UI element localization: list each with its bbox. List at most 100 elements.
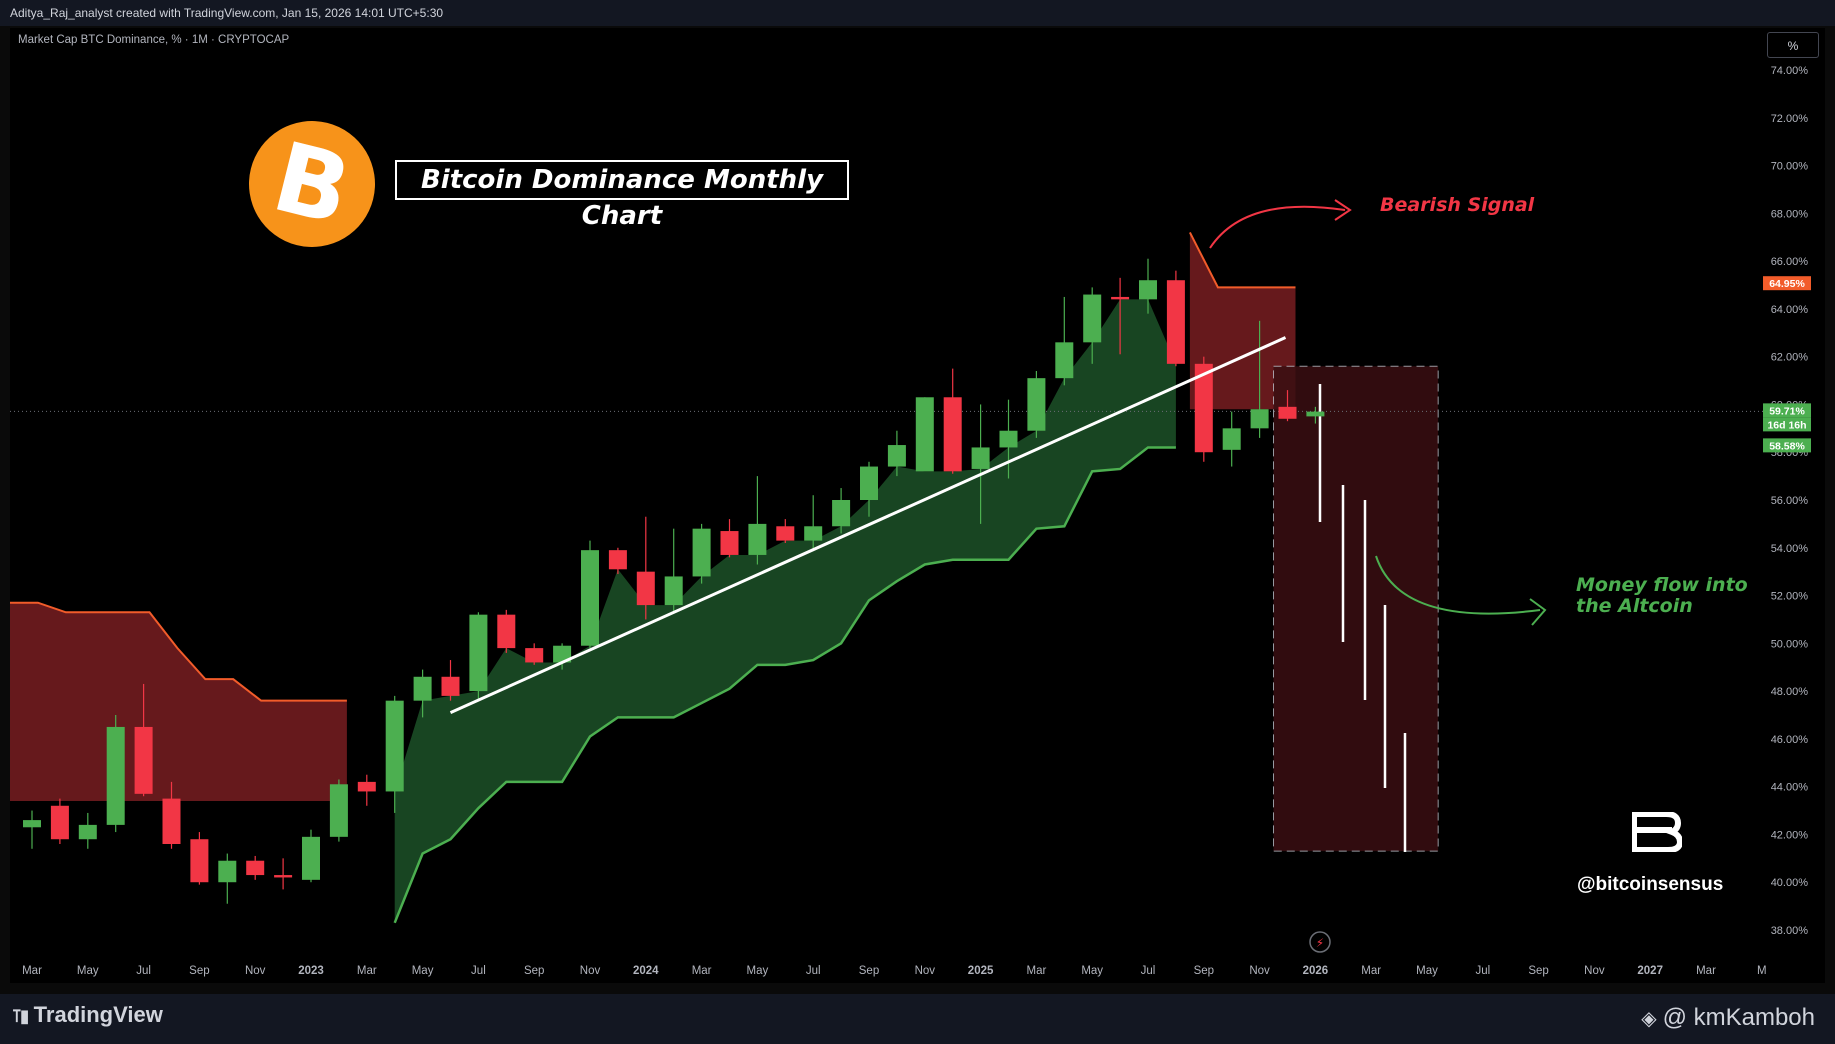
candle-body	[23, 820, 41, 828]
candle-body	[1278, 406, 1297, 419]
x-tick-label: May	[77, 965, 99, 977]
candle	[636, 516, 655, 620]
y-tick-label: 72.00%	[1771, 113, 1809, 125]
candle	[441, 660, 460, 701]
x-tick-label: 2025	[968, 965, 994, 977]
candle-body	[1222, 428, 1241, 450]
x-tick-label: Jul	[471, 965, 486, 977]
candle-body	[748, 523, 767, 555]
x-tick-label: May	[412, 965, 434, 977]
candle	[1055, 296, 1074, 386]
candle	[887, 430, 906, 477]
candle	[832, 488, 851, 534]
x-tick-label: Sep	[189, 965, 209, 977]
money-flow-line-1: Money flow into	[1576, 574, 1748, 596]
x-tick-label: Jul	[136, 965, 151, 977]
percent-scale-button[interactable]: %	[1767, 32, 1819, 58]
candle	[720, 519, 739, 558]
money-flow-line-2: the Altcoin	[1576, 595, 1693, 617]
candle	[860, 461, 878, 517]
candle-body	[915, 397, 934, 472]
low-price-tag: 58.58%	[1769, 440, 1805, 452]
candle-body	[50, 805, 69, 840]
candle-body	[1111, 296, 1130, 300]
candle-body	[246, 860, 265, 876]
lightning-glyph: ⚡	[1316, 936, 1324, 950]
candle-body	[664, 576, 683, 606]
candle	[776, 519, 795, 543]
candle	[274, 858, 293, 890]
chart-svg[interactable]: 74.00% 72.00% 70.00% 68.00% 66.00% 64.00% 62.0…	[0, 0, 1835, 994]
candle	[943, 368, 962, 474]
countdown-tag: 16d 16h	[1767, 419, 1806, 431]
candle-body	[971, 447, 990, 469]
x-tick-label: Nov	[1584, 965, 1605, 977]
candle-body	[302, 836, 320, 880]
candle	[999, 399, 1018, 479]
candle	[608, 547, 627, 575]
y-tick-label: 44.00%	[1771, 782, 1809, 794]
candle	[748, 476, 767, 565]
candle-body	[1083, 294, 1102, 343]
bear-zone-edge	[1189, 231, 1296, 289]
candle-body	[804, 526, 823, 541]
x-tick-label: May	[1416, 965, 1438, 977]
bearish-cloud	[10, 602, 347, 801]
candle-body	[1306, 411, 1325, 417]
y-tick-label: 56.00%	[1771, 495, 1809, 507]
bearish-arrow	[1209, 205, 1346, 249]
candle-body	[441, 676, 460, 696]
x-tick-label: Mar	[1026, 965, 1046, 977]
candle-body	[1055, 342, 1074, 379]
candle	[134, 683, 153, 797]
tradingview-brand: TradingView	[33, 1002, 163, 1027]
y-tick-label: 38.00%	[1771, 925, 1809, 937]
lightning-icon	[1309, 931, 1331, 953]
x-tick-label: Mar	[22, 965, 42, 977]
y-tick-label: 64.00%	[1771, 304, 1809, 316]
x-tick-label: 2023	[298, 965, 324, 977]
candle	[357, 774, 376, 806]
candle	[1111, 277, 1130, 355]
candle-body	[385, 700, 404, 792]
candle	[497, 609, 516, 653]
candle-body	[106, 726, 125, 825]
x-tick-label: 2024	[633, 965, 659, 977]
candle-body	[190, 839, 209, 883]
candle-body	[1027, 378, 1046, 431]
handle-text: @bitcoinsensus	[1577, 874, 1724, 895]
low-price-tag-bg	[1763, 438, 1811, 453]
candle	[1027, 371, 1046, 438]
x-tick-label: Mar	[1696, 965, 1716, 977]
tradingview-logo[interactable]: ⊺▮ TradingView	[12, 1002, 163, 1028]
bearish-arrowhead	[1334, 199, 1352, 221]
y-tick-label: 46.00%	[1771, 734, 1809, 746]
candle	[1250, 320, 1269, 438]
created-by-bar: Aditya_Raj_analyst created with TradingV…	[0, 0, 1835, 26]
y-tick-label: 50.00%	[1771, 638, 1809, 650]
x-tick-label: May	[747, 965, 769, 977]
candle	[218, 853, 237, 904]
candle	[469, 612, 488, 701]
candle-body	[1194, 363, 1213, 453]
bullish-cloud	[394, 299, 1176, 923]
candle-body	[357, 781, 376, 792]
y-tick-label: 54.00%	[1771, 543, 1809, 555]
current-price-tag: 59.71%	[1769, 405, 1805, 417]
candle-body	[274, 875, 293, 878]
bullish-cloud-edge	[393, 446, 1176, 924]
candle-body	[860, 466, 878, 500]
x-tick-label: Jul	[806, 965, 821, 977]
candle	[246, 855, 265, 880]
candle-body	[832, 500, 851, 527]
bottom-bar	[0, 994, 1835, 1044]
high-price-tag: 64.95%	[1769, 278, 1805, 290]
candle	[385, 695, 404, 813]
y-tick-label: 66.00%	[1771, 256, 1809, 268]
x-tick-label: Nov	[1249, 965, 1270, 977]
candle-body	[1139, 280, 1157, 300]
credit-text: @ kmKamboh	[1662, 1004, 1815, 1031]
candle-body	[999, 430, 1018, 448]
x-tick-label: Nov	[915, 965, 936, 977]
candle	[413, 669, 432, 718]
